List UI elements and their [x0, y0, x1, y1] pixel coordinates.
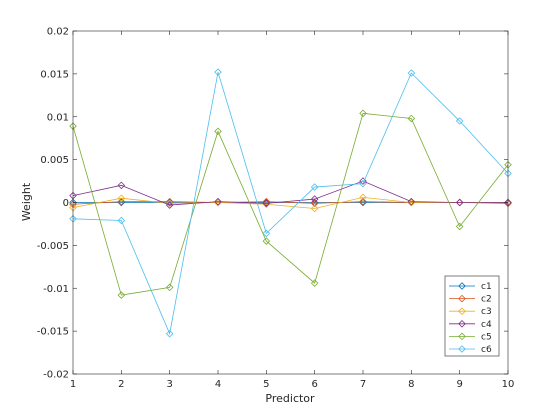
series-line-c4: [72, 180, 508, 206]
x-tick-label: 9: [456, 379, 462, 390]
ticks-layer: 1 2 3 4 5 6 7 8 9 10 -0.02 -0.015 -0.01 -0.005 0 0.005 0…: [37, 27, 515, 391]
data-point-c3: [310, 204, 319, 213]
x-tick-label: 8: [408, 379, 414, 390]
data-point-c4: [310, 195, 319, 203]
y-axis-label: Weight: [20, 182, 33, 221]
legend-item-c3: c3: [449, 307, 492, 317]
data-point-c5: [455, 222, 464, 231]
series-line-c6: [72, 72, 509, 336]
y-tick-label: 0: [63, 198, 69, 209]
y-tick-label: 0.005: [40, 155, 69, 166]
series-line-c5: [72, 112, 509, 296]
data-point-c5: [262, 237, 271, 245]
y-tick-label: 0.015: [40, 69, 69, 80]
data-point-c4: [359, 177, 367, 185]
legend-marker: [458, 294, 466, 303]
legend-label: c2: [481, 295, 492, 305]
x-axis-label: Predictor: [265, 392, 315, 405]
y-tick-label: 0.01: [47, 112, 69, 123]
legend-marker: [458, 282, 466, 290]
series-line-c3: [72, 196, 508, 209]
y-tick-label: 0.02: [47, 27, 69, 38]
series-c6: [69, 68, 512, 338]
x-tick-label: 4: [215, 379, 221, 390]
y-tick-label: -0.02: [43, 370, 69, 381]
data-point-c6: [455, 117, 464, 125]
data-point-c6: [262, 229, 271, 238]
data-point-c3: [117, 194, 126, 202]
x-tick-label: 6: [311, 379, 317, 390]
data-point-c2: [262, 197, 271, 206]
data-point-c2: [117, 197, 126, 206]
legend-marker: [458, 320, 466, 328]
data-point-c5: [407, 114, 416, 123]
data-point-c4: [407, 197, 416, 206]
data-point-c2: [359, 197, 367, 206]
series-layer: [69, 68, 512, 338]
x-tick-label: 2: [118, 379, 124, 390]
data-point-c6: [359, 179, 367, 188]
data-point-c4: [165, 201, 174, 209]
data-point-c6: [310, 183, 319, 191]
data-point-c4: [214, 197, 222, 206]
legend-box: [444, 275, 500, 357]
x-tick-label: 10: [502, 379, 515, 390]
data-point-c5: [359, 109, 367, 118]
legend-item-c6: c6: [449, 345, 492, 355]
data-point-c2: [310, 199, 319, 208]
legend-marker: [458, 307, 466, 315]
data-point-c6: [165, 329, 174, 338]
data-point-c5: [310, 279, 319, 287]
data-point-c4: [455, 198, 464, 207]
data-point-c5: [214, 127, 222, 136]
legend-item-c1: c1: [449, 282, 492, 292]
legend-label: c1: [481, 282, 492, 292]
y-tick-label: -0.01: [43, 284, 69, 295]
legend-label: c3: [481, 307, 492, 317]
legend-marker: [458, 345, 466, 353]
x-tick-label: 1: [70, 379, 76, 390]
legend-item-c4: c4: [449, 320, 492, 330]
legend-label: c4: [481, 320, 492, 330]
x-tick-label: 5: [263, 379, 269, 390]
legend-item-c2: c2: [449, 295, 492, 305]
data-point-c5: [117, 291, 126, 299]
data-point-c3: [165, 199, 174, 208]
data-point-c3: [359, 193, 367, 202]
legend-label: c6: [481, 345, 492, 355]
data-point-c5: [165, 283, 174, 292]
y-tick-label: -0.015: [37, 327, 69, 338]
data-point-c6: [117, 216, 126, 225]
legend-marker: [458, 332, 466, 341]
legend-item-c5: c5: [449, 332, 492, 342]
data-point-c6: [407, 69, 416, 77]
data-point-c6: [214, 68, 222, 76]
data-point-c4: [117, 181, 126, 190]
legend: c1 c2 c3 c4 c5 c6: [444, 275, 500, 357]
legend-label: c5: [481, 332, 492, 342]
x-tick-label: 7: [360, 379, 366, 390]
x-tick-label: 3: [166, 379, 172, 390]
data-point-c4: [262, 199, 271, 208]
y-tick-label: -0.005: [37, 241, 69, 252]
